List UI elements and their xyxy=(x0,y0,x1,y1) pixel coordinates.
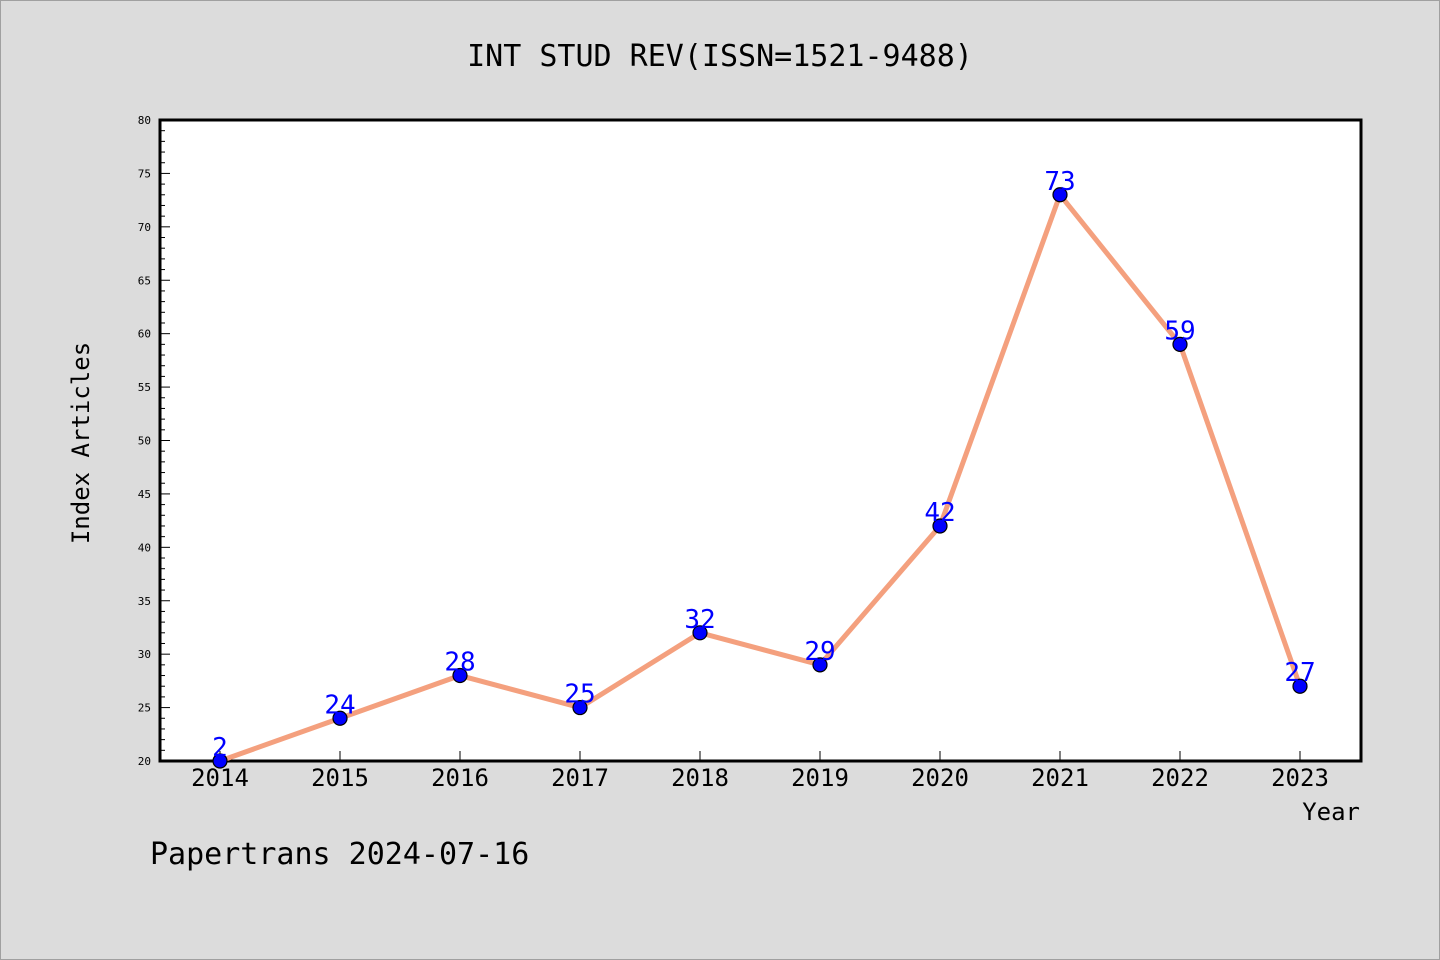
footer-credit: Papertrans 2024-07-16 xyxy=(150,837,529,872)
data-label: 27 xyxy=(1284,658,1315,688)
y-tick-label: 20 xyxy=(138,755,151,768)
y-tick-label: 35 xyxy=(138,595,151,608)
y-tick-label: 30 xyxy=(138,648,151,661)
data-label: 32 xyxy=(684,605,715,635)
series-line xyxy=(217,192,1303,764)
data-point xyxy=(572,699,588,716)
data-label: 29 xyxy=(804,637,835,667)
data-point xyxy=(932,518,948,534)
y-tick-label: 45 xyxy=(138,488,151,501)
x-axis-tick-labels: 2014 2015 2016 2017 2018 2019 2020 2021 2022 2023 xyxy=(191,764,1329,792)
x-tick-label: 2014 xyxy=(191,764,249,792)
data-point xyxy=(212,753,228,769)
y-axis-ticks xyxy=(160,119,170,762)
data-label: 2 xyxy=(212,733,228,763)
data-label: 42 xyxy=(924,498,955,528)
y-tick-label: 40 xyxy=(138,541,151,554)
y-tick-label: 55 xyxy=(138,381,151,394)
data-point xyxy=(452,667,468,684)
y-tick-label: 65 xyxy=(138,274,151,287)
y-axis-label: Index Articles xyxy=(67,342,95,544)
y-tick-label: 75 xyxy=(138,167,151,180)
data-point xyxy=(1292,678,1308,694)
x-tick-label: 2017 xyxy=(551,764,609,792)
data-point xyxy=(812,657,828,673)
x-tick-label: 2018 xyxy=(671,764,729,792)
data-point xyxy=(332,710,348,726)
data-point xyxy=(692,625,708,641)
y-tick-label: 70 xyxy=(138,221,151,234)
data-point xyxy=(1052,187,1068,203)
x-tick-label: 2022 xyxy=(1151,764,1209,792)
x-tick-label: 2015 xyxy=(311,764,369,792)
x-axis-label: Year xyxy=(1302,798,1360,826)
series-points xyxy=(212,187,1308,769)
data-label: 59 xyxy=(1164,316,1195,346)
data-point xyxy=(1172,336,1188,352)
x-tick-label: 2023 xyxy=(1271,764,1329,792)
data-label: 24 xyxy=(324,690,355,720)
data-label: 28 xyxy=(444,648,475,678)
x-tick-label: 2020 xyxy=(911,764,969,792)
plot-area xyxy=(158,118,1363,763)
data-label: 25 xyxy=(564,680,595,710)
x-tick-label: 2016 xyxy=(431,764,489,792)
x-tick-label: 2021 xyxy=(1031,764,1089,792)
data-label: 73 xyxy=(1044,167,1075,197)
chart-title: INT STUD REV(ISSN=1521-9488) xyxy=(467,39,973,74)
y-tick-label: 60 xyxy=(138,328,151,341)
x-tick-label: 2019 xyxy=(791,764,849,792)
y-axis-tick-labels: 20 25 30 35 40 45 50 55 60 65 70 75 80 xyxy=(138,114,151,768)
y-tick-label: 50 xyxy=(138,435,151,448)
y-tick-label: 25 xyxy=(138,702,151,715)
data-labels: 2 24 28 25 32 29 42 73 59 27 xyxy=(212,167,1315,763)
y-tick-label: 80 xyxy=(138,114,151,127)
